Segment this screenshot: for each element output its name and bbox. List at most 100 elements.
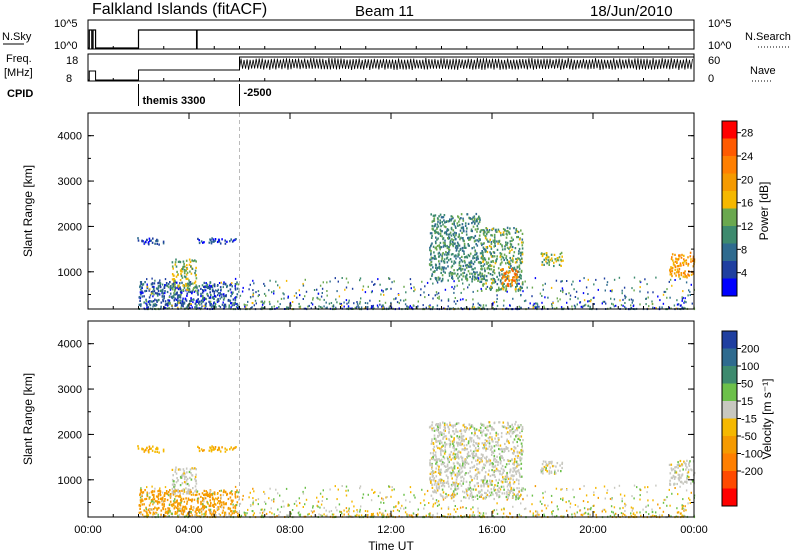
echo-cell [474,217,476,220]
echo-cell [181,476,183,479]
ground-scatter-cell [428,502,430,504]
ground-scatter-cell [494,488,497,491]
ground-scatter-cell [476,497,479,500]
ground-scatter-cell [624,502,626,505]
echo-cell [520,287,522,290]
echo-cell [448,443,451,446]
echo-cell [506,226,509,229]
ground-scatter-cell [551,512,553,515]
echo-cell [480,256,483,260]
echo-cell [502,228,505,231]
echo-cell [141,498,143,501]
echo-cell [440,452,442,455]
echo-cell [457,215,459,218]
echo-cell [553,264,555,268]
ground-scatter-cell [391,281,393,284]
echo-cell [145,241,147,244]
echo-cell [501,287,503,290]
echo-cell [442,491,445,494]
ground-scatter-cell [253,490,255,493]
echo-cell [491,436,493,439]
echo-cell [493,487,495,490]
echo-cell [168,299,171,302]
echo-cell [472,262,475,266]
echo-cell [439,426,441,429]
ground-scatter-cell [432,505,434,508]
echo-cell [175,506,178,509]
echo-cell [472,454,474,457]
ground-scatter-cell [332,513,335,516]
echo-cell [440,280,443,283]
echo-cell [508,251,511,254]
ground-scatter-cell [159,487,161,490]
echo-cell [518,250,520,253]
ground-scatter-cell [290,304,292,307]
ground-scatter-cell [580,513,582,516]
ground-scatter-cell [685,509,687,512]
ground-scatter-cell [228,514,230,517]
ground-scatter-cell [261,300,263,303]
ground-scatter-cell [515,290,517,293]
echo-cell [445,251,447,254]
echo-cell [500,467,503,470]
ground-scatter-cell [383,293,385,296]
echo-cell [176,270,178,273]
echo-cell [519,261,522,264]
echo-cell [442,482,444,485]
echo-cell [481,460,483,463]
echo-cell [191,259,193,262]
echo-cell [492,270,494,273]
echo-cell [188,258,191,261]
ground-scatter-cell [370,305,373,307]
echo-cell [195,493,198,496]
echo-cell [493,454,496,458]
ground-scatter-cell [573,288,575,291]
ground-scatter-cell [685,281,688,284]
echo-cell [176,302,179,305]
echo-cell [467,442,470,445]
echo-cell [521,232,524,235]
ground-scatter-cell [261,303,264,306]
echo-cell [212,295,214,298]
echo-cell [157,286,160,289]
echo-cell [506,438,508,441]
ground-scatter-cell [432,490,434,493]
echo-cell [484,269,486,272]
echo-cell [438,278,440,281]
ground-scatter-cell [647,296,649,299]
echo-cell [227,497,230,501]
echo-cell [475,253,478,256]
ground-scatter-cell [477,485,480,488]
echo-cell [452,239,455,242]
echo-cell [674,253,676,256]
echo-cell [508,432,511,435]
echo-cell [231,500,233,504]
ground-scatter-cell [565,501,567,504]
echo-cell [478,437,481,440]
echo-cell [181,276,184,279]
echo-cell [685,464,687,467]
echo-cell [518,426,521,429]
echo-cell [486,433,488,436]
ground-scatter-cell [396,301,399,304]
echo-cell [450,466,453,469]
echo-cell [444,271,446,274]
echo-cell [469,494,471,497]
echo-cell [504,442,506,446]
echo-cell [509,483,512,486]
ground-scatter-cell [249,504,252,506]
ground-scatter-cell [676,299,678,302]
ground-scatter-cell [329,280,331,283]
echo-cell [508,279,510,282]
echo-cell [457,487,460,490]
ground-scatter-cell [388,277,391,280]
echo-cell [482,251,484,254]
echo-cell [483,276,485,279]
ground-scatter-cell [277,492,279,495]
echo-cell [463,246,466,249]
echo-cell [471,222,473,225]
echo-cell [679,264,681,267]
echo-cell [208,508,210,511]
echo-cell [224,303,227,306]
echo-cell [691,469,693,472]
